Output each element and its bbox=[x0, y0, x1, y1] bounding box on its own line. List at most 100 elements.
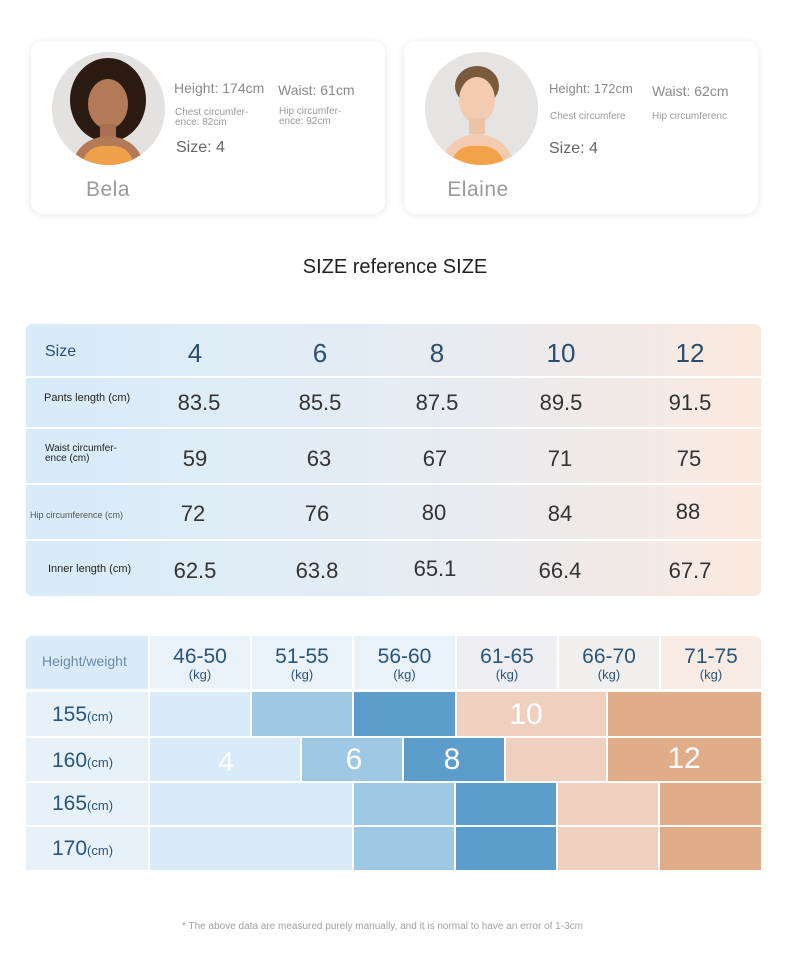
size-block-10 bbox=[558, 783, 658, 825]
size-col-12: 12 bbox=[675, 338, 705, 368]
model-hip: Hip circumferenc bbox=[652, 112, 728, 122]
section-title: SIZE reference SIZE bbox=[302, 256, 488, 278]
size-block-label: 12 bbox=[667, 742, 701, 775]
size-value: 88 bbox=[675, 499, 701, 524]
height-row-155: 155(cm) bbox=[26, 692, 148, 736]
weight-col: 66-70 (kg) bbox=[559, 636, 659, 689]
size-block-10 bbox=[506, 738, 606, 781]
size-block-8 bbox=[456, 783, 556, 825]
size-value: 84 bbox=[547, 501, 573, 526]
size-block-label: 6 bbox=[345, 743, 363, 776]
weight-range: 56-60 bbox=[377, 645, 432, 668]
size-block-label: 10 bbox=[509, 698, 543, 731]
size-block-label: 4 bbox=[218, 746, 234, 777]
height-value: 160(cm) bbox=[52, 749, 114, 772]
model-waist: Waist: 62cm bbox=[652, 83, 729, 99]
model-height: Height: 174cm bbox=[174, 80, 265, 96]
model-name: Bela bbox=[85, 178, 131, 201]
size-row-inner-length: Inner length (cm) 62.5 63.8 65.1 66.4 67… bbox=[26, 541, 761, 596]
size-block-8 bbox=[404, 738, 504, 781]
size-block-6 bbox=[302, 738, 402, 781]
height-row-160: 160(cm) bbox=[26, 738, 148, 781]
model-chest: Chest circumfere bbox=[550, 111, 626, 122]
row-label: Inner length (cm) bbox=[48, 563, 132, 575]
corner-label: Height/weight bbox=[42, 653, 127, 669]
row-divider bbox=[26, 376, 761, 378]
model-card-elaine: Elaine Height: 172cm Waist: 62cm Chest c… bbox=[404, 41, 758, 214]
size-value: 66.4 bbox=[538, 558, 582, 583]
size-value: 80 bbox=[421, 500, 447, 525]
model-size: Size: 4 bbox=[549, 140, 598, 157]
size-block-4 bbox=[150, 827, 352, 870]
size-block-label: 8 bbox=[443, 743, 461, 776]
model-size: Size: 4 bbox=[176, 139, 225, 156]
size-value: 63 bbox=[306, 446, 332, 471]
weight-col: 71-75 (kg) bbox=[661, 636, 761, 689]
size-header-row: Size 4 6 8 10 12 bbox=[26, 324, 761, 376]
weight-unit: (kg) bbox=[699, 667, 723, 682]
weight-unit: (kg) bbox=[393, 667, 416, 682]
weight-unit: (kg) bbox=[188, 667, 212, 682]
height-value: 165(cm) bbox=[52, 792, 114, 815]
size-block-10 bbox=[558, 827, 658, 870]
size-value: 65.1 bbox=[413, 556, 457, 581]
size-row-hip: Hip circumference (cm) 72 76 80 84 88 bbox=[26, 485, 761, 539]
row-divider bbox=[26, 483, 761, 485]
size-block-6 bbox=[252, 692, 352, 736]
size-reference-table: Size 4 6 8 10 12 Pants length (cm) 83.5 … bbox=[26, 324, 761, 596]
weight-unit: (kg) bbox=[290, 667, 314, 682]
model-waist: Waist: 61cm bbox=[278, 82, 355, 98]
size-header-label: Size bbox=[45, 343, 77, 360]
size-value: 71 bbox=[547, 446, 573, 471]
size-block-6 bbox=[354, 827, 454, 870]
footnote: * The above data are measured purely man… bbox=[182, 921, 583, 932]
weight-unit: (kg) bbox=[495, 667, 519, 682]
size-block-4 bbox=[150, 738, 300, 781]
size-value: 67 bbox=[422, 446, 448, 471]
weight-range: 66-70 bbox=[582, 645, 636, 668]
size-block-8 bbox=[456, 827, 556, 870]
size-col-4: 4 bbox=[187, 338, 203, 368]
model-hip: Hip circumfer-ence: 92cm bbox=[279, 106, 342, 127]
row-divider bbox=[26, 427, 761, 429]
model-chest: Chest circumfer-ence: 82cm bbox=[175, 107, 249, 128]
weight-header-row: Height/weight 46-50 (kg) 51-55 (kg) 56-6… bbox=[26, 636, 761, 689]
size-value: 72 bbox=[180, 501, 206, 526]
weight-col: 61-65 (kg) bbox=[457, 636, 557, 689]
size-value: 83.5 bbox=[177, 390, 221, 415]
row-label: Hip circumference (cm) bbox=[30, 510, 124, 520]
height-row-165: 165(cm) bbox=[26, 783, 148, 825]
size-col-10: 10 bbox=[546, 338, 576, 368]
height-weight-corner: Height/weight bbox=[26, 636, 148, 689]
size-value: 75 bbox=[676, 446, 702, 471]
weight-col: 51-55 (kg) bbox=[252, 636, 352, 689]
row-label: Waist circumfer-ence (cm) bbox=[45, 443, 117, 464]
size-row-pants-length: Pants length (cm) 83.5 85.5 87.5 89.5 91… bbox=[26, 378, 761, 427]
size-block-12 bbox=[608, 738, 761, 781]
model-card-bela: Bela Height: 174cm Waist: 61cm Chest cir… bbox=[31, 41, 385, 214]
size-block-12 bbox=[660, 827, 761, 870]
model-height: Height: 172cm bbox=[549, 81, 633, 96]
size-value: 87.5 bbox=[415, 390, 459, 415]
size-block-4 bbox=[150, 783, 352, 825]
size-value: 59 bbox=[182, 446, 208, 471]
size-block-12 bbox=[660, 783, 761, 825]
weight-range: 46-50 bbox=[173, 645, 227, 668]
weight-col: 56-60 (kg) bbox=[354, 636, 455, 689]
size-value: 91.5 bbox=[668, 390, 712, 415]
size-row-waist: Waist circumfer-ence (cm) 59 63 67 71 75 bbox=[26, 429, 761, 483]
height-row-170: 170(cm) bbox=[26, 827, 148, 870]
height-value: 155(cm) bbox=[52, 703, 114, 726]
model-photo-bela bbox=[52, 52, 165, 165]
size-col-6: 6 bbox=[312, 338, 328, 368]
weight-range: 51-55 bbox=[275, 645, 329, 668]
size-block-6 bbox=[354, 783, 454, 825]
model-photo-elaine bbox=[425, 52, 538, 165]
size-block-10 bbox=[457, 692, 606, 736]
weight-range: 61-65 bbox=[480, 645, 534, 668]
weight-unit: (kg) bbox=[597, 667, 621, 682]
size-block-8 bbox=[354, 692, 455, 736]
row-label: Pants length (cm) bbox=[44, 392, 131, 404]
size-value: 62.5 bbox=[173, 558, 217, 583]
weight-range: 71-75 bbox=[684, 645, 738, 668]
